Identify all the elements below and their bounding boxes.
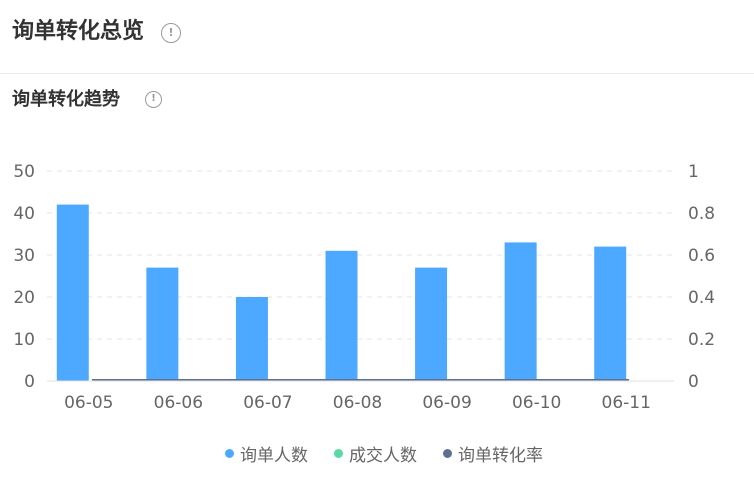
section-title: 询单转化趋势 <box>12 89 120 110</box>
chart-legend: 询单人数 成交人数 询单转化率 <box>0 441 754 466</box>
legend-item-deals[interactable]: 成交人数 <box>334 441 417 466</box>
bar-inquiries <box>415 267 448 381</box>
legend-label-conversion-rate: 询单转化率 <box>458 445 543 466</box>
legend-label-deals: 成交人数 <box>349 445 417 466</box>
legend-item-inquiries[interactable]: 询单人数 <box>225 441 308 466</box>
y-right-tick-label: 0.2 <box>688 330 715 350</box>
y-right-tick-label: 0.8 <box>688 204 715 224</box>
page-title: 询单转化总览 <box>12 19 145 44</box>
x-tick-label: 06-09 <box>422 393 471 413</box>
x-tick-label: 06-11 <box>602 393 651 413</box>
y-left-tick-label: 20 <box>13 288 35 308</box>
bar-inquiries <box>235 297 268 381</box>
y-left-tick-label: 50 <box>13 162 35 182</box>
bar-inquiries <box>146 267 179 381</box>
y-right-tick-label: 0 <box>688 372 699 392</box>
y-left-tick-label: 30 <box>13 246 35 266</box>
legend-dot-conversion-rate <box>443 448 452 458</box>
legend-dot-inquiries <box>225 448 234 458</box>
y-left-tick-label: 40 <box>13 204 35 224</box>
x-tick-label: 06-08 <box>333 393 382 413</box>
x-tick-label: 06-05 <box>64 393 113 413</box>
section-info-icon[interactable]: ! <box>145 91 162 108</box>
overview-header: 询单转化总览 ! <box>0 0 754 74</box>
y-right-tick-label: 1 <box>688 162 699 182</box>
bar-inquiries <box>325 250 358 381</box>
info-icon[interactable]: ! <box>161 23 181 43</box>
x-tick-label: 06-07 <box>243 393 292 413</box>
y-right-tick-label: 0.4 <box>688 288 715 308</box>
bar-inquiries <box>56 204 89 381</box>
legend-dot-deals <box>334 448 343 458</box>
legend-item-conversion-rate[interactable]: 询单转化率 <box>443 441 543 466</box>
y-left-tick-label: 10 <box>13 330 35 350</box>
bar-inquiries <box>594 246 627 381</box>
bar-inquiries <box>504 242 537 381</box>
x-tick-label: 06-10 <box>512 393 561 413</box>
y-left-tick-label: 0 <box>24 372 35 392</box>
x-tick-label: 06-06 <box>154 393 203 413</box>
y-right-tick-label: 0.6 <box>688 246 715 266</box>
legend-label-inquiries: 询单人数 <box>240 445 308 466</box>
